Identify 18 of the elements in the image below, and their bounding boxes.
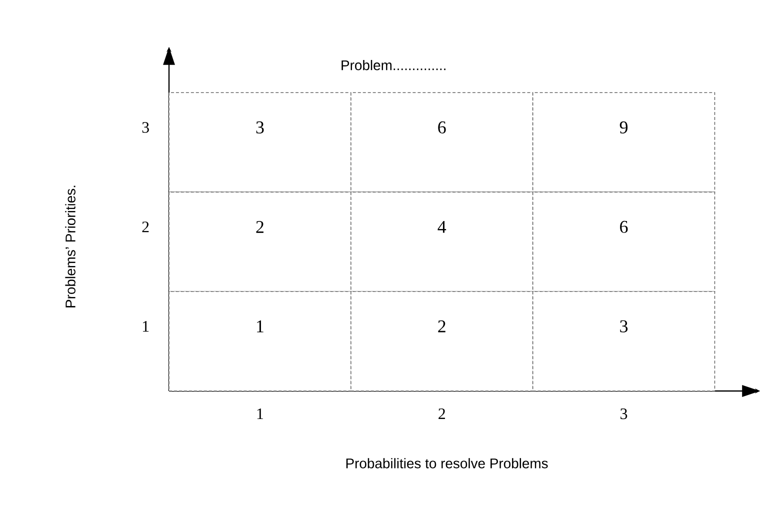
x-tick-label: 2: [438, 408, 445, 420]
x-tick-label: 3: [620, 408, 628, 420]
y-tick-label: 1: [142, 321, 149, 332]
y-axis-title: Problems’ Priorities.: [65, 186, 76, 308]
data-label: 3: [256, 121, 264, 134]
data-label: 6: [438, 121, 446, 134]
data-label: 2: [256, 220, 264, 233]
data-label: 3: [620, 320, 628, 332]
x-axis-title: Probabilities to resolve Problems: [346, 458, 548, 468]
x-tick-label: 1: [257, 408, 263, 419]
data-label: 2: [438, 320, 446, 332]
data-label: 1: [257, 320, 264, 332]
data-label: 4: [438, 220, 446, 233]
data-label: 6: [620, 220, 628, 233]
y-tick-label: 3: [142, 122, 149, 133]
y-tick-label: 2: [142, 222, 149, 232]
text: Problem..............: [342, 60, 446, 70]
data-label: 9: [620, 121, 628, 134]
